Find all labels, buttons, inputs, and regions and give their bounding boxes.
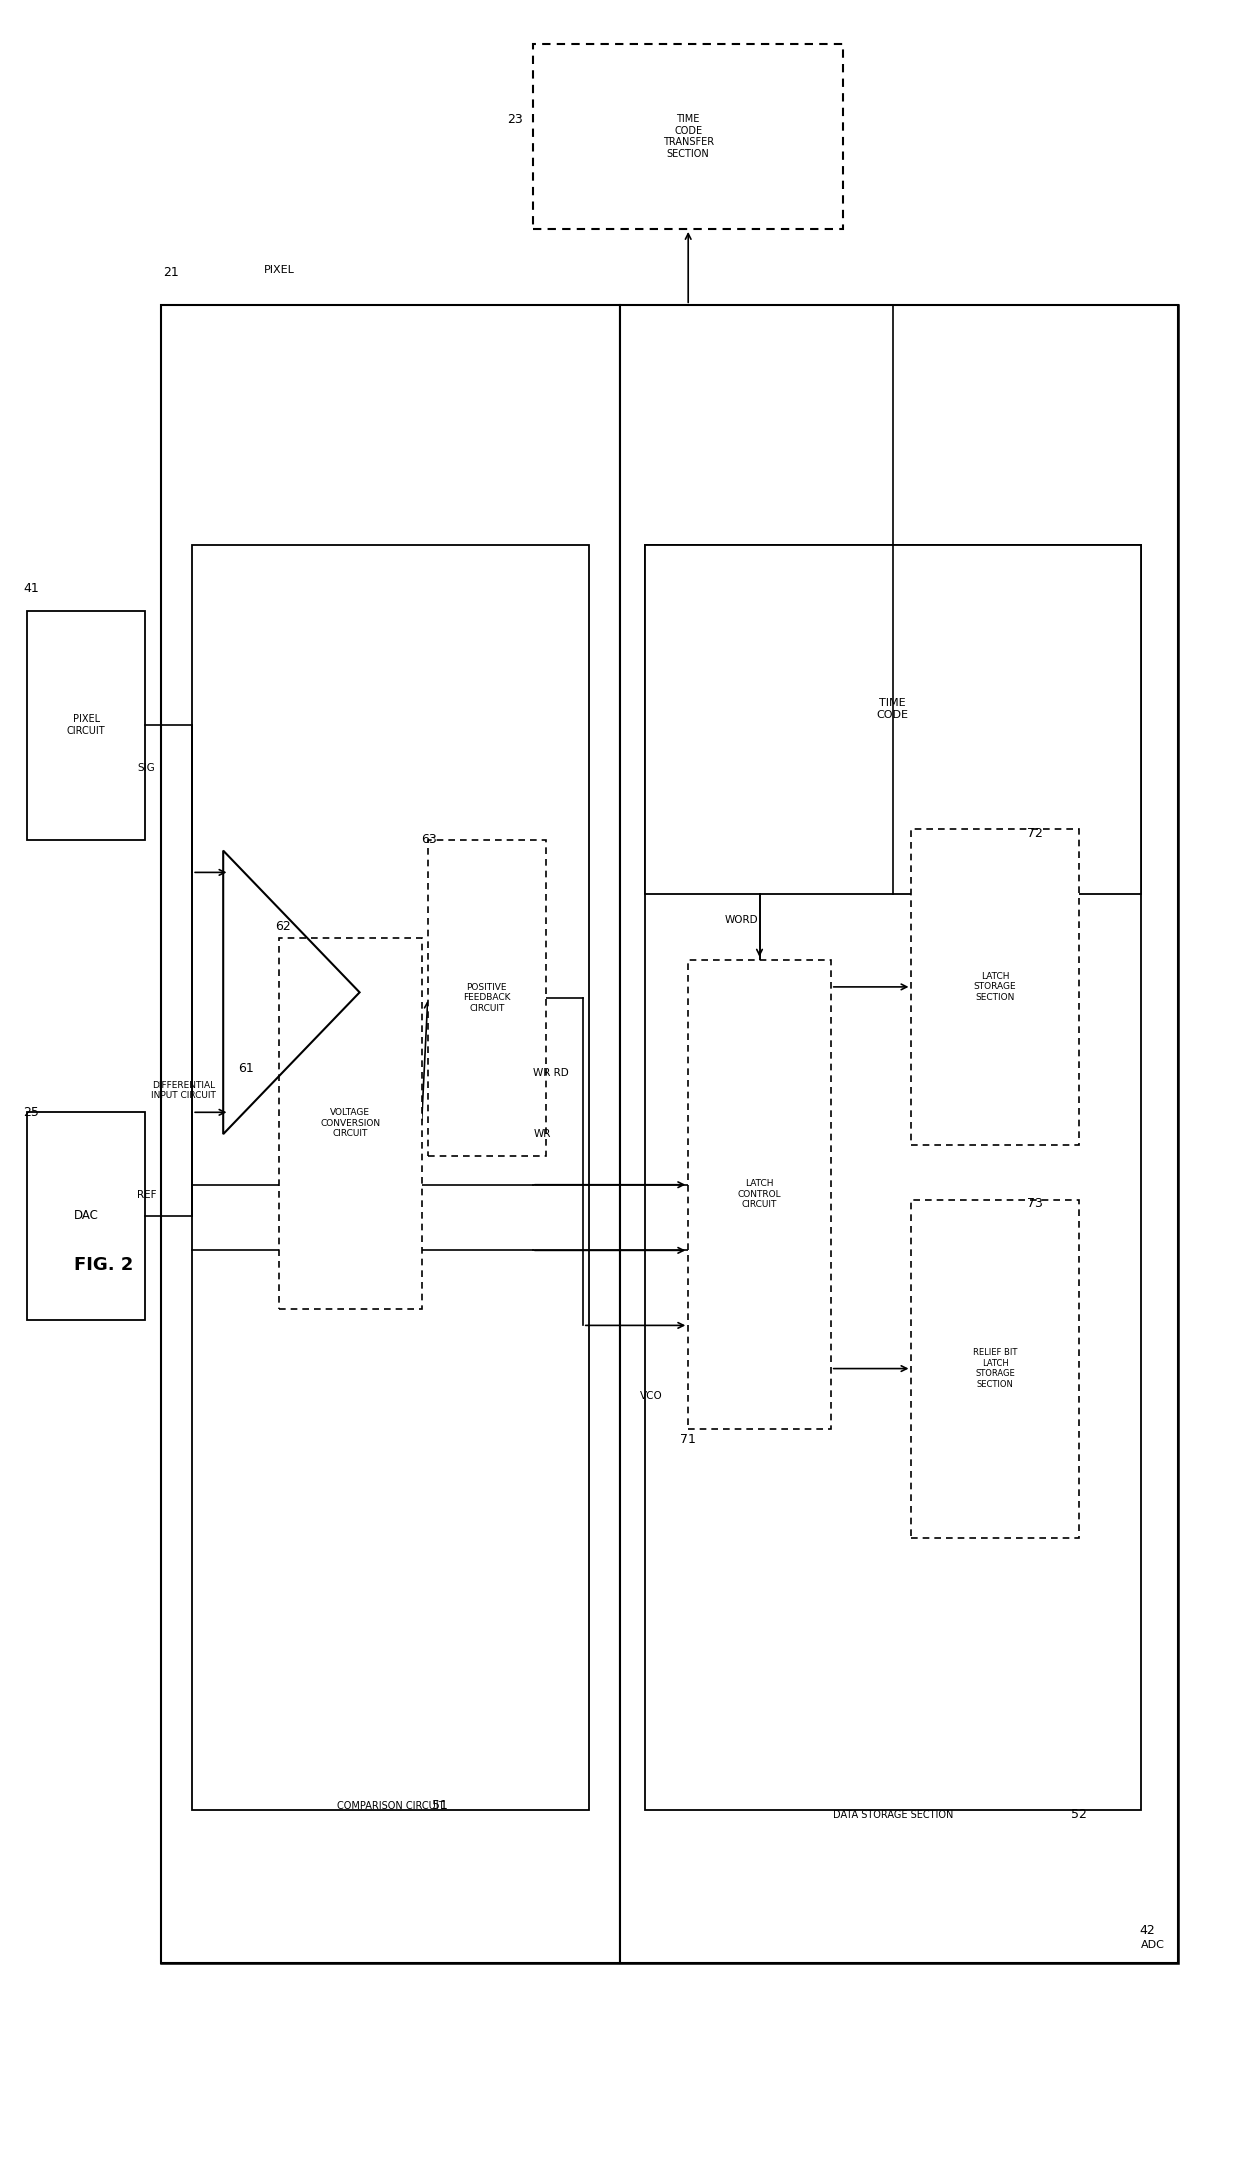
Text: LATCH
CONTROL
CIRCUIT: LATCH CONTROL CIRCUIT — [738, 1180, 781, 1208]
Text: COMPARISON CIRCUIT: COMPARISON CIRCUIT — [337, 1802, 444, 1810]
Text: PIXEL: PIXEL — [264, 266, 294, 275]
Text: 72: 72 — [1028, 827, 1043, 840]
Text: TIME
CODE
TRANSFER
SECTION: TIME CODE TRANSFER SECTION — [662, 113, 714, 159]
Bar — [911, 829, 1079, 1145]
Bar — [645, 545, 1141, 894]
Text: WR RD: WR RD — [533, 1069, 569, 1077]
Text: 21: 21 — [164, 266, 179, 279]
Text: REF: REF — [136, 1191, 156, 1200]
Bar — [161, 305, 620, 1963]
Text: LATCH
STORAGE
SECTION: LATCH STORAGE SECTION — [973, 973, 1017, 1001]
Text: VOLTAGE
CONVERSION
CIRCUIT: VOLTAGE CONVERSION CIRCUIT — [320, 1108, 381, 1138]
Text: SIG: SIG — [138, 763, 155, 772]
Bar — [192, 545, 589, 1810]
Bar — [27, 1112, 145, 1320]
Text: RELIEF BIT
LATCH
STORAGE
SECTION: RELIEF BIT LATCH STORAGE SECTION — [973, 1348, 1017, 1389]
Bar — [428, 840, 546, 1156]
Text: DIFFERENTIAL
INPUT CIRCUIT: DIFFERENTIAL INPUT CIRCUIT — [151, 1082, 216, 1099]
Text: 61: 61 — [238, 1062, 253, 1075]
Bar — [911, 1200, 1079, 1538]
Text: 51: 51 — [433, 1799, 448, 1812]
Bar — [688, 960, 831, 1429]
Bar — [533, 44, 843, 229]
Text: FIG. 2: FIG. 2 — [74, 1256, 134, 1274]
Text: VCO: VCO — [640, 1391, 662, 1400]
Text: ADC: ADC — [1141, 1941, 1166, 1950]
Bar — [620, 305, 1178, 1963]
Text: WR: WR — [533, 1130, 551, 1138]
Text: POSITIVE
FEEDBACK
CIRCUIT: POSITIVE FEEDBACK CIRCUIT — [463, 984, 511, 1012]
Text: 71: 71 — [681, 1433, 696, 1446]
Text: DAC: DAC — [73, 1210, 99, 1221]
Text: 63: 63 — [422, 833, 436, 846]
Text: DATA STORAGE SECTION: DATA STORAGE SECTION — [832, 1810, 954, 1819]
Text: WORD: WORD — [724, 916, 759, 925]
Bar — [645, 545, 1141, 1810]
Text: 25: 25 — [24, 1106, 38, 1119]
Text: 41: 41 — [24, 582, 38, 595]
Text: 73: 73 — [1028, 1197, 1043, 1210]
Bar — [279, 938, 422, 1309]
Bar — [27, 611, 145, 840]
Text: 62: 62 — [275, 920, 290, 933]
Text: 52: 52 — [1071, 1808, 1086, 1821]
Text: PIXEL
CIRCUIT: PIXEL CIRCUIT — [67, 715, 105, 735]
Text: TIME
CODE: TIME CODE — [877, 698, 909, 720]
Text: 42: 42 — [1140, 1924, 1154, 1937]
Bar — [161, 305, 1178, 1963]
Text: 23: 23 — [507, 113, 522, 126]
